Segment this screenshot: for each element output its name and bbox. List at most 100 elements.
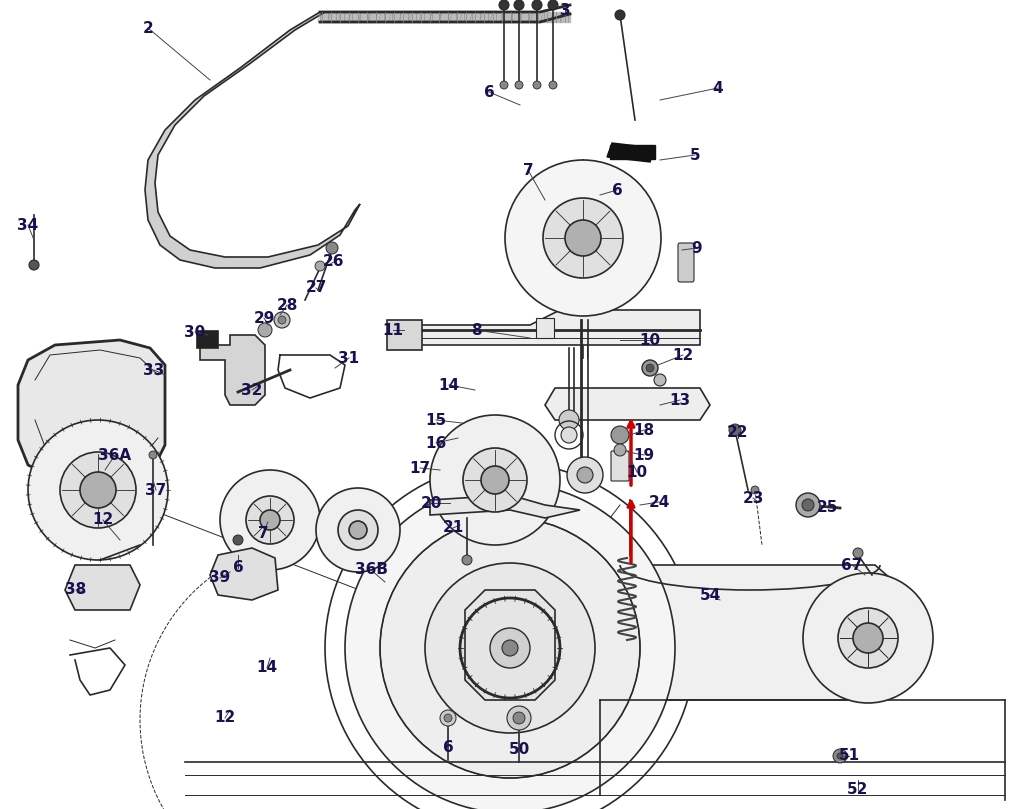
Text: 5: 5 bbox=[690, 147, 700, 163]
Circle shape bbox=[853, 548, 863, 558]
Circle shape bbox=[380, 518, 640, 778]
Circle shape bbox=[462, 555, 472, 565]
Circle shape bbox=[260, 510, 280, 530]
Text: 7: 7 bbox=[522, 163, 534, 177]
Circle shape bbox=[278, 316, 286, 324]
Circle shape bbox=[515, 81, 523, 89]
Text: 67: 67 bbox=[842, 557, 862, 573]
Circle shape bbox=[150, 451, 157, 459]
Circle shape bbox=[543, 198, 623, 278]
Text: 38: 38 bbox=[66, 582, 87, 598]
FancyBboxPatch shape bbox=[610, 145, 655, 159]
Text: 30: 30 bbox=[184, 324, 206, 340]
Text: 6: 6 bbox=[442, 739, 454, 755]
Circle shape bbox=[349, 521, 367, 539]
Text: 28: 28 bbox=[276, 298, 298, 312]
Circle shape bbox=[838, 608, 898, 668]
Circle shape bbox=[460, 598, 560, 698]
Circle shape bbox=[642, 360, 658, 376]
Circle shape bbox=[796, 493, 820, 517]
Text: 36A: 36A bbox=[98, 447, 131, 463]
Text: 10: 10 bbox=[639, 332, 660, 348]
Circle shape bbox=[481, 466, 509, 494]
Circle shape bbox=[513, 712, 525, 724]
Text: 23: 23 bbox=[742, 490, 764, 506]
Text: 7: 7 bbox=[258, 526, 268, 540]
Text: 54: 54 bbox=[699, 587, 721, 603]
Text: 14: 14 bbox=[256, 660, 278, 676]
Text: 2: 2 bbox=[142, 20, 154, 36]
Text: 9: 9 bbox=[691, 240, 702, 256]
Circle shape bbox=[561, 427, 577, 443]
Circle shape bbox=[803, 573, 933, 703]
Circle shape bbox=[28, 420, 168, 560]
Text: 10: 10 bbox=[627, 464, 647, 480]
Circle shape bbox=[29, 260, 39, 270]
Polygon shape bbox=[607, 143, 655, 162]
Circle shape bbox=[315, 261, 325, 271]
Polygon shape bbox=[200, 335, 265, 405]
Text: 12: 12 bbox=[214, 710, 236, 726]
Text: 33: 33 bbox=[143, 362, 165, 378]
Circle shape bbox=[615, 10, 625, 20]
Text: 16: 16 bbox=[425, 435, 446, 451]
Text: 26: 26 bbox=[324, 255, 345, 269]
Circle shape bbox=[577, 467, 593, 483]
Text: 13: 13 bbox=[670, 392, 690, 408]
Text: 20: 20 bbox=[420, 495, 441, 510]
Circle shape bbox=[614, 444, 626, 456]
Text: 51: 51 bbox=[839, 748, 859, 764]
Text: 6: 6 bbox=[483, 84, 495, 100]
Circle shape bbox=[567, 457, 603, 493]
Text: 37: 37 bbox=[145, 482, 167, 498]
Text: 25: 25 bbox=[816, 499, 838, 515]
Circle shape bbox=[490, 628, 530, 668]
Circle shape bbox=[751, 486, 759, 494]
Polygon shape bbox=[430, 495, 580, 518]
Circle shape bbox=[274, 312, 290, 328]
Text: 27: 27 bbox=[305, 281, 327, 295]
Circle shape bbox=[444, 714, 452, 722]
Circle shape bbox=[316, 488, 400, 572]
Circle shape bbox=[502, 640, 518, 656]
Text: 17: 17 bbox=[410, 460, 430, 476]
Circle shape bbox=[548, 0, 558, 10]
Text: 29: 29 bbox=[253, 311, 274, 325]
FancyBboxPatch shape bbox=[387, 320, 422, 350]
Circle shape bbox=[837, 753, 843, 759]
Text: 3: 3 bbox=[560, 2, 570, 18]
Circle shape bbox=[430, 415, 560, 545]
Text: 36B: 36B bbox=[354, 562, 387, 578]
Circle shape bbox=[802, 499, 814, 511]
FancyBboxPatch shape bbox=[611, 451, 629, 481]
Text: 14: 14 bbox=[438, 378, 460, 392]
Circle shape bbox=[258, 323, 272, 337]
Text: 24: 24 bbox=[648, 494, 670, 510]
Circle shape bbox=[338, 510, 378, 550]
Text: 39: 39 bbox=[209, 570, 230, 586]
Circle shape bbox=[611, 426, 629, 444]
Polygon shape bbox=[465, 590, 555, 700]
Circle shape bbox=[534, 81, 541, 89]
Text: 50: 50 bbox=[508, 743, 529, 757]
Polygon shape bbox=[210, 548, 278, 600]
Text: 31: 31 bbox=[339, 350, 359, 366]
Circle shape bbox=[463, 448, 527, 512]
Circle shape bbox=[532, 0, 542, 10]
Polygon shape bbox=[600, 565, 898, 700]
Text: 6: 6 bbox=[611, 183, 623, 197]
Polygon shape bbox=[393, 310, 700, 345]
Circle shape bbox=[505, 160, 662, 316]
Polygon shape bbox=[18, 340, 165, 478]
Text: 21: 21 bbox=[442, 520, 464, 536]
Circle shape bbox=[565, 220, 601, 256]
Circle shape bbox=[60, 452, 136, 528]
Circle shape bbox=[425, 563, 595, 733]
Bar bbox=[196, 330, 218, 348]
Text: 11: 11 bbox=[383, 323, 403, 337]
Circle shape bbox=[80, 472, 116, 508]
Text: 8: 8 bbox=[471, 323, 481, 337]
Text: 19: 19 bbox=[634, 447, 654, 463]
Text: 32: 32 bbox=[242, 383, 263, 397]
Circle shape bbox=[440, 710, 456, 726]
